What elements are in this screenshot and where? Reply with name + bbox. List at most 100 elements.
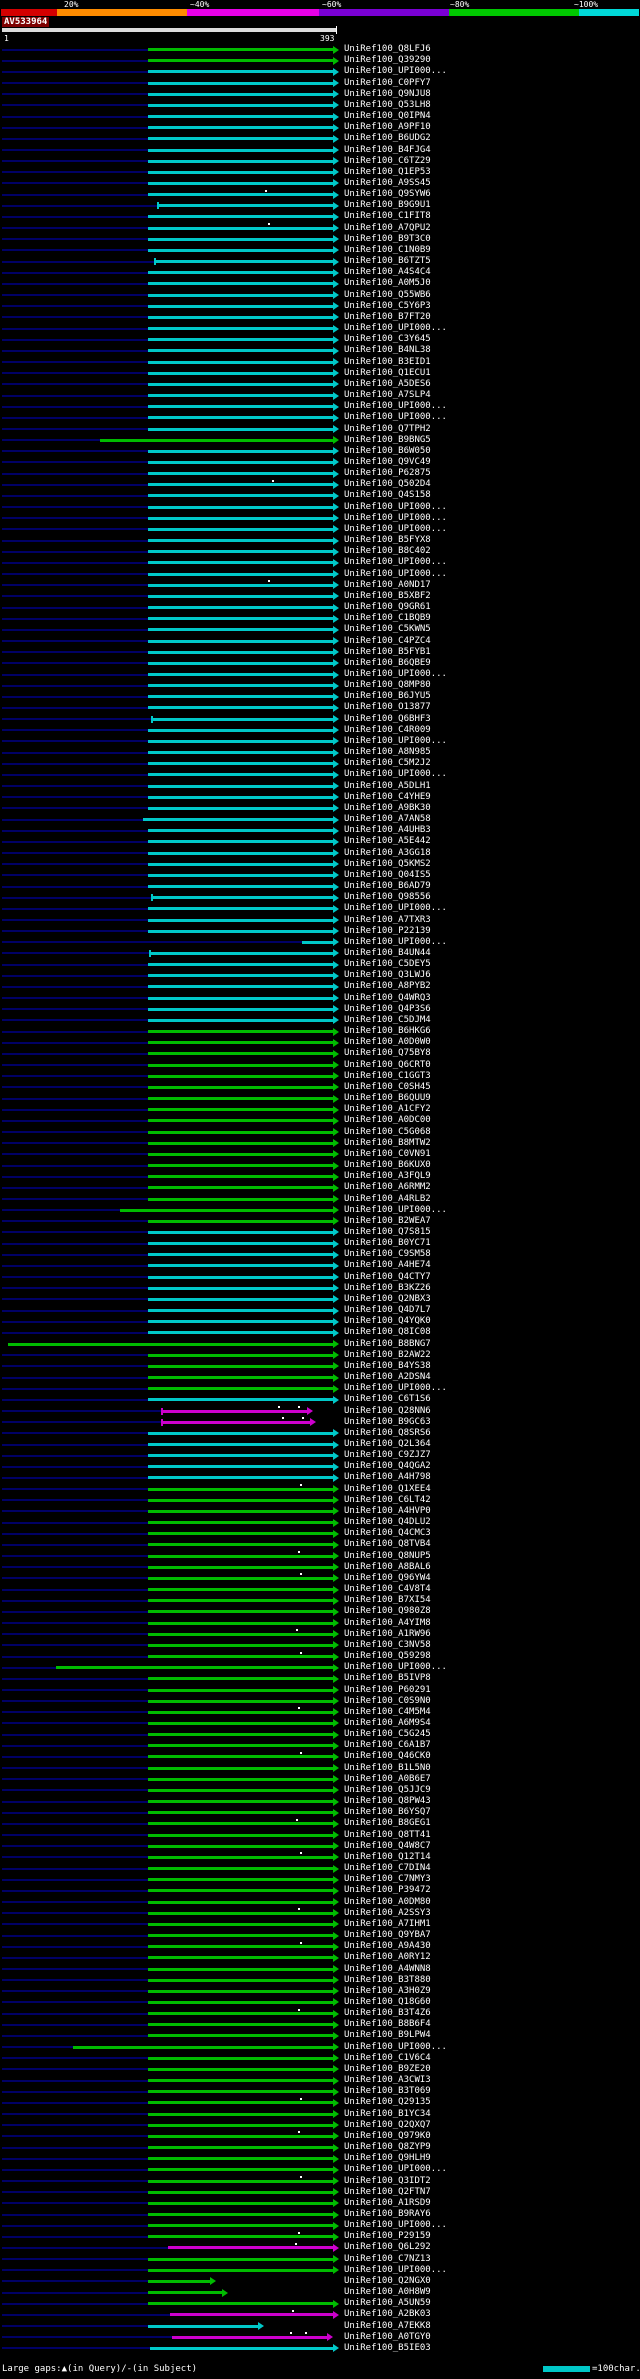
hit-label[interactable]: UniRef100_Q8SRS6 (344, 1427, 431, 1438)
hit-label[interactable]: UniRef100_A7EKK8 (344, 2320, 431, 2331)
hit-alignment-bar[interactable] (147, 862, 333, 866)
hit-label[interactable]: UniRef100_B8MTW2 (344, 1137, 431, 1148)
hit-alignment-bar[interactable] (147, 2079, 333, 2083)
hit-alignment-bar[interactable] (171, 2335, 327, 2339)
hit-alignment-bar[interactable] (147, 2235, 333, 2239)
hit-alignment-bar[interactable] (147, 751, 333, 755)
hit-label[interactable]: UniRef100_A1RW96 (344, 1628, 431, 1639)
hit-alignment-bar[interactable] (147, 2112, 333, 2116)
hit-label[interactable]: UniRef100_Q6L292 (344, 2242, 431, 2253)
hit-label[interactable]: UniRef100_Q980Z8 (344, 1606, 431, 1617)
hit-label[interactable]: UniRef100_C4YHE9 (344, 791, 431, 802)
hit-alignment-bar[interactable] (152, 896, 333, 900)
hit-label[interactable]: UniRef100_A4S4C4 (344, 267, 431, 278)
hit-label[interactable]: UniRef100_Q18G60 (344, 1996, 431, 2007)
hit-alignment-bar[interactable] (147, 338, 333, 342)
hit-label[interactable]: UniRef100_Q8IC08 (344, 1327, 431, 1338)
hit-alignment-bar[interactable] (147, 1487, 333, 1491)
hit-alignment-bar[interactable] (147, 2012, 333, 2016)
hit-alignment-bar[interactable] (147, 806, 333, 810)
hit-label[interactable]: UniRef100_C5Y6P3 (344, 300, 431, 311)
hit-alignment-bar[interactable] (147, 483, 333, 487)
hit-alignment-bar[interactable] (147, 661, 333, 665)
hit-label[interactable]: UniRef100_UPI000... (344, 2164, 447, 2175)
hit-alignment-bar[interactable] (147, 81, 333, 85)
hit-alignment-bar[interactable] (147, 2279, 210, 2283)
hit-label[interactable]: UniRef100_A7TXR3 (344, 914, 431, 925)
hit-label[interactable]: UniRef100_B6TZT5 (344, 256, 431, 267)
hit-label[interactable]: UniRef100_B6JYU5 (344, 691, 431, 702)
hit-alignment-bar[interactable] (147, 1320, 333, 1324)
hit-alignment-bar[interactable] (147, 48, 333, 52)
hit-label[interactable]: UniRef100_A7QPU2 (344, 222, 431, 233)
hit-label[interactable]: UniRef100_P62875 (344, 468, 431, 479)
hit-alignment-bar[interactable] (147, 873, 333, 877)
hit-label[interactable]: UniRef100_UPI000... (344, 936, 447, 947)
hit-alignment-bar[interactable] (147, 1610, 333, 1614)
hit-alignment-bar[interactable] (147, 1565, 333, 1569)
hit-alignment-bar[interactable] (147, 1275, 333, 1279)
hit-label[interactable]: UniRef100_A2SSY3 (344, 1907, 431, 1918)
hit-label[interactable]: UniRef100_B3T4Z6 (344, 2008, 431, 2019)
hit-label[interactable]: UniRef100_B2WEA7 (344, 1215, 431, 1226)
hit-alignment-bar[interactable] (147, 650, 333, 654)
hit-label[interactable]: UniRef100_B1YC34 (344, 2108, 431, 2119)
hit-label[interactable]: UniRef100_C6T1S6 (344, 1394, 431, 1405)
hit-alignment-bar[interactable] (120, 1208, 333, 1212)
hit-label[interactable]: UniRef100_C6TZ29 (344, 155, 431, 166)
hit-label[interactable]: UniRef100_Q4CMC3 (344, 1528, 431, 1539)
hit-alignment-bar[interactable] (147, 170, 333, 174)
hit-label[interactable]: UniRef100_Q9SYW6 (344, 189, 431, 200)
hit-label[interactable]: UniRef100_C5G245 (344, 1729, 431, 1740)
hit-alignment-bar[interactable] (147, 70, 333, 74)
hit-alignment-bar[interactable] (147, 606, 333, 610)
hit-alignment-bar[interactable] (147, 1041, 333, 1045)
hit-alignment-bar[interactable] (147, 1945, 333, 1949)
hit-label[interactable]: UniRef100_B9RAY6 (344, 2209, 431, 2219)
hit-label[interactable]: UniRef100_A5UN59 (344, 2298, 431, 2309)
hit-label[interactable]: UniRef100_B4YS38 (344, 1360, 431, 1371)
hit-alignment-bar[interactable] (147, 1521, 333, 1525)
hit-label[interactable]: UniRef100_Q4YQK0 (344, 1316, 431, 1327)
hit-alignment-bar[interactable] (142, 818, 333, 822)
hit-label[interactable]: UniRef100_A7IHM1 (344, 1918, 431, 1929)
hit-label[interactable]: UniRef100_B7XI54 (344, 1595, 431, 1606)
hit-alignment-bar[interactable] (147, 382, 333, 386)
hit-alignment-bar[interactable] (147, 1152, 333, 1156)
hit-label[interactable]: UniRef100_UPI000... (344, 769, 447, 780)
hit-alignment-bar[interactable] (147, 594, 333, 598)
hit-alignment-bar[interactable] (147, 248, 333, 252)
hit-label[interactable]: UniRef100_Q46CK0 (344, 1751, 431, 1762)
hit-label[interactable]: UniRef100_B4FJG4 (344, 144, 431, 155)
hit-label[interactable]: UniRef100_UPI000... (344, 1383, 447, 1394)
hit-label[interactable]: UniRef100_B6QBE9 (344, 657, 431, 668)
hit-alignment-bar[interactable] (147, 2146, 333, 2150)
hit-label[interactable]: UniRef100_B3T069 (344, 2086, 431, 2097)
hit-alignment-bar[interactable] (147, 1777, 333, 1781)
hit-label[interactable]: UniRef100_A7AN58 (344, 814, 431, 825)
hit-label[interactable]: UniRef100_Q9NJU8 (344, 88, 431, 99)
hit-alignment-bar[interactable] (147, 1052, 333, 1056)
hit-alignment-bar[interactable] (147, 851, 333, 855)
hit-label[interactable]: UniRef100_Q6CRT0 (344, 1059, 431, 1070)
hit-alignment-bar[interactable] (147, 293, 333, 297)
hit-label[interactable]: UniRef100_A4HE74 (344, 1260, 431, 1271)
hit-label[interactable]: UniRef100_A3H0Z9 (344, 1985, 431, 1996)
hit-alignment-bar[interactable] (147, 115, 333, 119)
hit-label[interactable]: UniRef100_C4V8T4 (344, 1584, 431, 1595)
hit-alignment-bar[interactable] (147, 472, 333, 476)
hit-alignment-bar[interactable] (147, 572, 333, 576)
hit-alignment-bar[interactable] (147, 1867, 333, 1871)
hit-label[interactable]: UniRef100_UPI000... (344, 412, 447, 423)
hit-label[interactable]: UniRef100_A5E442 (344, 836, 431, 847)
hit-alignment-bar[interactable] (147, 1967, 333, 1971)
hit-alignment-bar[interactable] (147, 1855, 333, 1859)
hit-alignment-bar[interactable] (147, 539, 333, 543)
hit-label[interactable]: UniRef100_C3NV58 (344, 1639, 431, 1650)
hit-label[interactable]: UniRef100_UPI000... (344, 568, 447, 579)
hit-alignment-bar[interactable] (147, 505, 333, 509)
hit-alignment-bar[interactable] (147, 1364, 333, 1368)
hit-alignment-bar[interactable] (100, 438, 333, 442)
hit-label[interactable]: UniRef100_C4R009 (344, 724, 431, 735)
hit-alignment-bar[interactable] (147, 762, 333, 766)
